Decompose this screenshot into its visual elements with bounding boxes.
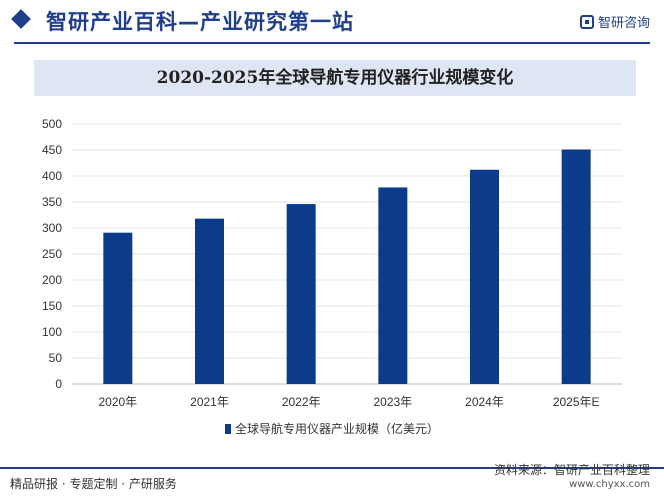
x-tick-label: 2023年 — [373, 395, 412, 409]
y-tick-label: 200 — [42, 273, 62, 287]
footer-divider — [0, 467, 664, 469]
logo-text: 智研咨询 — [597, 16, 650, 31]
bar — [286, 204, 316, 384]
x-tick-label: 2024年 — [465, 395, 504, 409]
bar-chart: 0 50 100 150 200 250 300 350 400 450 500 2020年 2021年… — [42, 117, 622, 409]
legend-swatch — [224, 424, 231, 434]
y-tick-label: 350 — [42, 195, 62, 209]
header-divider — [14, 42, 650, 44]
y-tick-label: 400 — [42, 169, 62, 183]
site-url[interactable]: www.chyxx.com — [569, 479, 650, 490]
footer-services: 精品研报 · 专题定制 · 产研服务 — [10, 477, 177, 491]
diamond-icon — [11, 9, 31, 29]
chart-legend: 全球导航专用仪器产业规模（亿美元） — [0, 420, 664, 437]
bar — [561, 149, 591, 384]
bar — [103, 232, 133, 384]
y-tick-label: 0 — [55, 377, 62, 391]
x-tick-label: 2025年E — [553, 395, 600, 409]
chart-title: 2020-2025年全球导航专用仪器行业规模变化 — [156, 68, 514, 88]
zhiyan-logo-icon — [579, 14, 594, 29]
source-note: 资料来源：智研产业百科整理 — [493, 463, 650, 477]
page-header: 智研产业百科—产业研究第一站 智研咨询 — [0, 0, 664, 42]
legend-label: 全球导航专用仪器产业规模（亿美元） — [234, 422, 439, 436]
bar — [378, 187, 408, 384]
y-tick-label: 500 — [42, 117, 62, 131]
x-tick-label: 2020年 — [98, 395, 137, 409]
bar — [470, 169, 499, 384]
x-tick-label: 2021年 — [190, 395, 229, 409]
x-tick-label: 2022年 — [282, 395, 321, 409]
y-tick-label: 250 — [42, 247, 62, 261]
header-title: 智研产业百科—产业研究第一站 — [46, 10, 354, 34]
brand-logo[interactable]: 智研咨询 — [579, 12, 650, 31]
bar — [195, 218, 224, 384]
y-tick-label: 50 — [49, 351, 63, 365]
y-tick-label: 100 — [42, 325, 62, 339]
y-tick-label: 150 — [42, 299, 62, 313]
y-tick-label: 300 — [42, 221, 62, 235]
chart-title-band: 2020-2025年全球导航专用仪器行业规模变化 — [34, 60, 636, 96]
y-tick-label: 450 — [42, 143, 62, 157]
